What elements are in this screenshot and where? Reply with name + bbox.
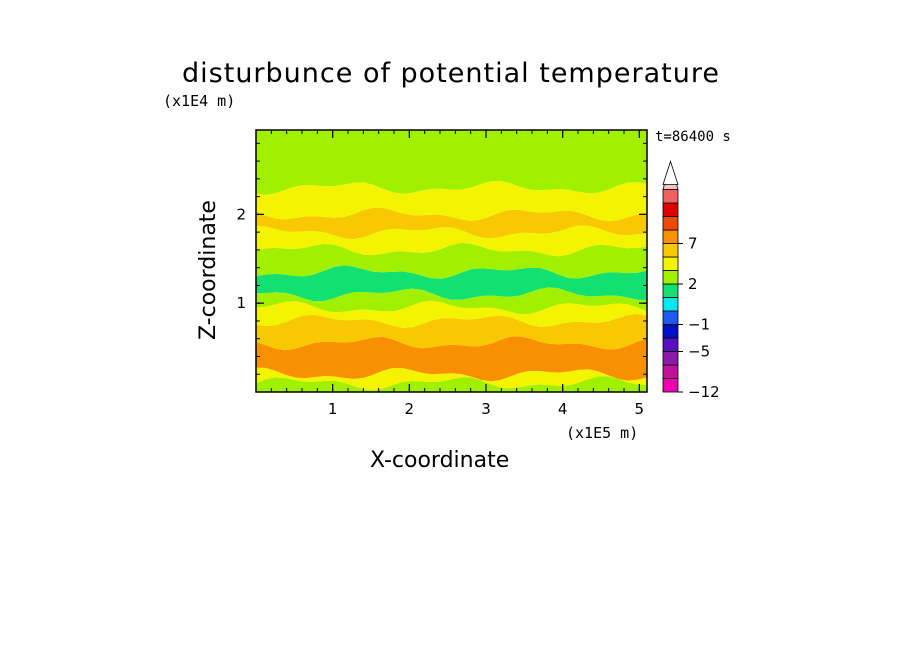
colorbar-tick-label: −12 [688, 383, 720, 401]
colorbar-swatch [662, 378, 679, 393]
colorbar-swatch [662, 256, 679, 271]
colorbar-swatch [662, 283, 679, 298]
x-tick-label: 4 [558, 400, 568, 418]
colorbar-swatch [662, 216, 679, 231]
colorbar-tick-label: −1 [688, 316, 710, 334]
colorbar-swatch [662, 351, 679, 366]
contour-band [256, 336, 647, 382]
contour-band [256, 265, 647, 302]
colorbar-swatch [662, 364, 679, 379]
axes: 1 2 3 4 5 1 2 [236, 130, 647, 418]
y-tick-label: 2 [236, 205, 246, 223]
colorbar-tick-label: 7 [688, 235, 698, 253]
plot-frame [255, 129, 648, 393]
contour-band [256, 300, 647, 328]
colorbar-swatch [662, 229, 679, 244]
colorbar: −12−5−127 [662, 159, 720, 401]
x-tick-label: 3 [481, 400, 491, 418]
colorbar-swatch [662, 270, 679, 285]
colorbar-swatch [662, 189, 679, 204]
contour-band [256, 367, 647, 391]
contour-band [256, 130, 647, 195]
contour-band [256, 207, 647, 240]
contour-field [256, 130, 647, 392]
x-tick-label: 2 [405, 400, 415, 418]
colorbar-tick-label: 2 [688, 275, 698, 293]
colorbar-extension-tip [662, 160, 679, 185]
colorbar-swatch [662, 243, 679, 258]
contour-band [256, 242, 647, 279]
colorbar-swatch [662, 297, 679, 312]
colorbar-swatch [662, 324, 679, 339]
contour-band [256, 287, 647, 314]
colorbar-swatch [662, 310, 679, 325]
contour-band [256, 225, 647, 257]
time-label: t=86400 s [655, 129, 731, 145]
chart-title: disturbunce of potential temperature [182, 58, 720, 89]
x-axis-label: X-coordinate [370, 448, 510, 473]
contour-band [256, 313, 647, 351]
colorbar-tick-label: −5 [688, 343, 710, 361]
colorbar-swatch [662, 337, 679, 352]
x-tick-label: 5 [635, 400, 645, 418]
colorbar-swatch [662, 202, 679, 217]
contour-band [256, 376, 647, 392]
contour-band [256, 180, 647, 222]
y-tick-label: 1 [236, 294, 246, 312]
x-unit-label: (x1E5 m) [566, 424, 639, 442]
y-unit-label: (x1E4 m) [163, 92, 236, 110]
x-tick-label: 1 [328, 400, 338, 418]
